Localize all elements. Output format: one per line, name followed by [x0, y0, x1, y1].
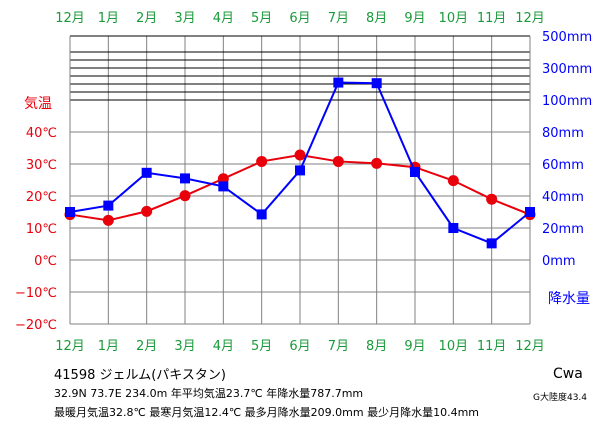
precipitation-tick-label: 60mm — [542, 158, 584, 173]
month-label-bottom: 3月 — [174, 339, 195, 354]
precipitation-point — [180, 173, 190, 184]
month-label-bottom: 6月 — [289, 339, 310, 354]
chart-grid — [69, 35, 531, 325]
month-label-bottom: 8月 — [366, 339, 387, 354]
precipitation-tick-label: 100mm — [542, 94, 592, 109]
temperature-point — [294, 149, 306, 161]
month-label-top: 6月 — [289, 11, 310, 26]
month-label-top: 5月 — [251, 11, 272, 26]
precipitation-point — [295, 165, 305, 176]
month-label-top: 11月 — [477, 11, 507, 26]
precipitation-point — [141, 167, 152, 178]
station-title: 41598 ジェルム(パキスタン) — [54, 368, 226, 383]
temperature-axis-title: 気温 — [24, 96, 52, 112]
month-labels-bottom: 12月 1月 2月 3月 4月 5月 6月 7月 8月 9月 10月 11月 12月 — [55, 339, 545, 354]
temperature-point — [332, 155, 344, 167]
temperature-tick-label: 0℃ — [34, 254, 57, 269]
month-label-top: 3月 — [174, 11, 195, 26]
temperature-tick-label: 20℃ — [26, 190, 57, 205]
month-label-top: 8月 — [366, 11, 387, 26]
precipitation-point — [103, 200, 114, 211]
month-label-bottom: 12月 — [515, 339, 545, 354]
precipitation-series — [65, 77, 535, 249]
temperature-point — [256, 155, 268, 167]
precipitation-axis-title: 降水量 — [548, 291, 590, 307]
month-label-top: 12月 — [55, 11, 85, 26]
month-label-bottom: 7月 — [328, 339, 349, 354]
temperature-tick-label: 30℃ — [26, 158, 57, 173]
temperature-point — [141, 205, 153, 217]
month-labels-top: 12月 1月 2月 3月 4月 5月 6月 7月 8月 9月 10月 11月 12月 — [55, 11, 545, 26]
month-label-top: 7月 — [328, 11, 349, 26]
month-label-top: 4月 — [213, 11, 234, 26]
precipitation-tick-label: 80mm — [542, 126, 584, 141]
month-label-top: 12月 — [515, 11, 545, 26]
temperature-point — [447, 175, 459, 187]
temperature-tick-label: 40℃ — [26, 126, 57, 141]
precipitation-point — [448, 223, 459, 233]
month-label-bottom: 11月 — [477, 339, 507, 354]
month-label-bottom: 4月 — [213, 339, 234, 354]
month-label-top: 9月 — [404, 11, 425, 26]
precipitation-point — [333, 77, 344, 88]
month-label-bottom: 2月 — [136, 339, 157, 354]
precipitation-point — [256, 209, 267, 220]
station-summary-line-1: 32.9N 73.7E 234.0m 年平均気温23.7℃ 年降水量787.7m… — [54, 387, 364, 400]
month-label-top: 10月 — [439, 11, 469, 26]
temperature-point — [486, 193, 498, 205]
precipitation-point — [371, 78, 382, 89]
month-label-bottom: 9月 — [404, 339, 425, 354]
month-label-bottom: 10月 — [439, 339, 469, 354]
precipitation-point — [65, 207, 75, 217]
month-label-bottom: 12月 — [55, 339, 85, 354]
precipitation-point — [410, 167, 420, 177]
month-label-bottom: 1月 — [98, 339, 119, 354]
precipitation-point — [218, 181, 229, 192]
precipitation-tick-label: 40mm — [542, 190, 584, 205]
month-label-top: 2月 — [136, 11, 157, 26]
month-label-top: 1月 — [98, 11, 119, 26]
precipitation-tick-label: 500mm — [542, 30, 592, 45]
temperature-point — [179, 190, 191, 202]
precipitation-tick-label: 20mm — [542, 222, 584, 237]
precipitation-point — [525, 207, 535, 217]
precipitation-axis-ticks: 500mm 300mm 100mm 80mm 60mm 40mm 20mm 0mm — [542, 30, 592, 269]
climate-classification: Cwa — [553, 366, 583, 382]
temperature-tick-label: −20℃ — [15, 318, 57, 333]
continentality-index: G大陸度43.4 — [533, 393, 588, 403]
station-summary-line-2: 最暖月気温32.8℃ 最寒月気温12.4℃ 最多月降水量209.0mm 最少月降… — [54, 406, 480, 419]
temperature-point — [102, 214, 114, 226]
precipitation-tick-label: 0mm — [542, 254, 576, 269]
temperature-tick-label: 10℃ — [26, 222, 57, 237]
temperature-tick-label: −10℃ — [15, 286, 57, 301]
month-label-bottom: 5月 — [251, 339, 272, 354]
temperature-axis-ticks: 40℃ 30℃ 20℃ 10℃ 0℃ −10℃ −20℃ — [15, 126, 57, 333]
precipitation-tick-label: 300mm — [542, 62, 592, 77]
precipitation-point — [486, 238, 497, 249]
temperature-point — [371, 157, 383, 169]
